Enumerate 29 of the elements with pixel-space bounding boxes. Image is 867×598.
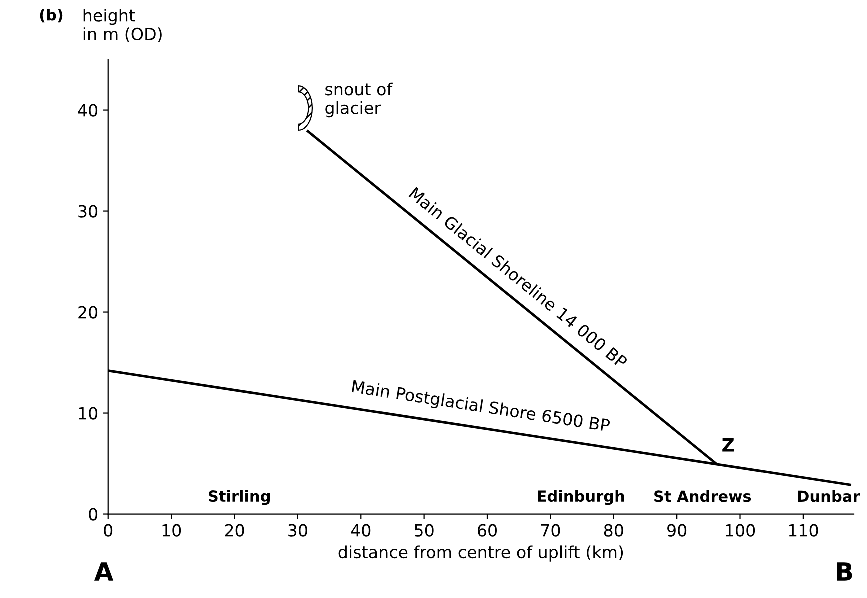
annotation: Stirling: [209, 490, 270, 506]
text: B: [837, 562, 852, 581]
annotation: snout of glacier: [326, 82, 393, 118]
y-tick-label: 10: [79, 407, 98, 420]
text: Main Postglacial Shore 6500 BP: [351, 380, 611, 436]
x-tick-label: 110: [789, 524, 818, 537]
chart-title: (b): [40, 8, 63, 23]
x-tick-label: 40: [351, 524, 371, 537]
x-tick-label: 70: [541, 524, 560, 537]
x-tick-label: 0: [104, 524, 113, 537]
x-tick-label: 30: [288, 524, 308, 537]
x-tick-label: 100: [726, 524, 756, 537]
annotation: Dunbar: [798, 490, 860, 502]
x-tick-label: 60: [478, 524, 497, 537]
text: A: [94, 562, 114, 581]
y-tick-label: 0: [89, 508, 98, 521]
y-tick-label: 40: [78, 104, 98, 117]
x-axis-title: distance from centre of uplift (km): [338, 546, 624, 562]
annotation: Z: [722, 438, 734, 452]
x-tick-label: 20: [225, 524, 244, 537]
x-tick-label: 80: [604, 524, 624, 537]
y-axis-title: height in m (OD): [84, 8, 162, 42]
x-tick-label: 10: [162, 524, 182, 537]
annotation: Edinburgh: [538, 490, 624, 506]
annotation: St Andrews: [654, 490, 752, 502]
x-tick-label: 90: [668, 524, 687, 537]
x-tick-label: 50: [415, 524, 434, 537]
y-tick-label: 20: [78, 306, 98, 319]
y-tick-label: 30: [78, 205, 98, 218]
